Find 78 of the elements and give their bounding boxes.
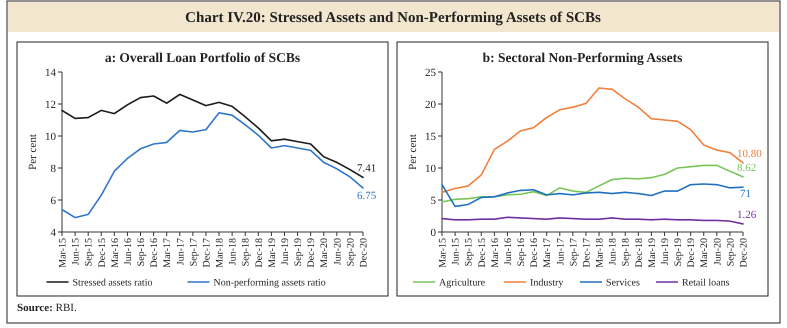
y-tick-label: 0 bbox=[430, 226, 436, 239]
text: Chart IV.20: Stressed Assets and Non-Performing Assets of SCBs bbox=[185, 10, 602, 26]
x-tick-label: Sep-16 bbox=[516, 238, 528, 266]
legend-label: Stressed assets ratio bbox=[72, 278, 152, 288]
x-tick-label: Dec-19 bbox=[306, 238, 318, 268]
x-tick-label: Sep-16 bbox=[136, 238, 148, 266]
x-tick-label: Dec-15 bbox=[476, 238, 488, 268]
legend-label: Agriculture bbox=[439, 278, 486, 288]
x-tick-label: Sep-17 bbox=[188, 238, 200, 266]
x-tick-label: Jun-18 bbox=[228, 238, 239, 266]
x-tick-label: Mar-15 bbox=[58, 238, 68, 268]
x-tick-label: Mar-20 bbox=[699, 238, 710, 268]
data-label: 8.62 bbox=[737, 162, 756, 174]
x-tick-label: Mar-16 bbox=[110, 238, 121, 268]
data-label: 7.41 bbox=[357, 162, 376, 174]
source-note: Source: RBI. bbox=[17, 302, 77, 314]
data-label: 6.75 bbox=[357, 190, 377, 202]
x-tick-label: Sep-15 bbox=[464, 238, 475, 266]
x-tick-label: Dec-16 bbox=[529, 238, 540, 268]
x-tick-label: Dec-16 bbox=[149, 238, 160, 268]
x-tick-label: Jun-16 bbox=[122, 238, 134, 266]
x-tick-label: Sep-18 bbox=[240, 238, 252, 266]
x-tick-label: Sep-18 bbox=[620, 238, 632, 266]
x-tick-label: Mar-16 bbox=[490, 238, 501, 268]
x-tick-label: Mar-19 bbox=[646, 238, 658, 268]
x-tick-label: Dec-18 bbox=[634, 238, 645, 268]
y-axis-title: Per cent bbox=[407, 134, 419, 170]
x-tick-label: Sep-20 bbox=[725, 238, 736, 266]
x-tick-label: Mar-17 bbox=[162, 238, 174, 268]
x-tick-label: Mar-15 bbox=[438, 238, 448, 268]
y-tick-label: 6 bbox=[50, 194, 56, 207]
x-tick-label: Jun-15 bbox=[70, 238, 82, 266]
x-tick-label: Jun-16 bbox=[502, 238, 514, 266]
y-tick-label: 5 bbox=[430, 194, 436, 207]
y-tick-label: 12 bbox=[45, 98, 56, 111]
x-tick-label: Jun-20 bbox=[332, 238, 344, 266]
y-tick-label: 25 bbox=[425, 66, 436, 79]
y-tick-label: 20 bbox=[425, 98, 436, 111]
x-tick-label: Mar-18 bbox=[594, 238, 606, 268]
x-tick-label: Dec-19 bbox=[686, 238, 698, 268]
legend-label: Services bbox=[606, 278, 640, 288]
x-tick-label: Sep-20 bbox=[345, 238, 356, 266]
x-tick-label: Mar-19 bbox=[266, 238, 278, 268]
x-tick-label: Jun-18 bbox=[608, 238, 619, 266]
x-tick-label: Jun-20 bbox=[712, 238, 724, 266]
x-tick-label: Jun-15 bbox=[450, 238, 462, 266]
annotation: 71 bbox=[740, 188, 751, 200]
y-tick-label: 15 bbox=[425, 130, 436, 143]
y-axis-title: Per cent bbox=[27, 134, 39, 170]
x-tick-label: Jun-19 bbox=[660, 238, 671, 266]
x-tick-label: Dec-20 bbox=[738, 238, 750, 268]
y-tick-label: 10 bbox=[45, 130, 56, 143]
y-tick-label: 10 bbox=[425, 162, 436, 175]
x-tick-label: Mar-17 bbox=[542, 238, 554, 268]
legend-label: Retail loans bbox=[682, 278, 730, 288]
y-tick-label: 14 bbox=[45, 66, 56, 79]
x-tick-label: Dec-17 bbox=[201, 238, 212, 268]
x-tick-label: Dec-18 bbox=[254, 238, 265, 268]
y-tick-label: 4 bbox=[50, 226, 56, 239]
data-label: 10.80 bbox=[737, 148, 762, 160]
chart-title: b: Sectoral Non-Performing Assets bbox=[482, 50, 682, 65]
y-tick-label: 8 bbox=[50, 162, 56, 175]
x-tick-label: Jun-17 bbox=[175, 238, 186, 266]
x-tick-label: Sep-15 bbox=[84, 238, 95, 266]
x-tick-label: Dec-20 bbox=[358, 238, 370, 268]
x-tick-label: Dec-17 bbox=[581, 238, 592, 268]
data-label: 1.26 bbox=[737, 208, 757, 221]
chart-title: a: Overall Loan Portfolio of SCBs bbox=[104, 50, 300, 65]
x-tick-label: Mar-20 bbox=[319, 238, 330, 268]
x-tick-label: Mar-18 bbox=[214, 238, 226, 268]
legend-label: Industry bbox=[530, 278, 564, 288]
x-tick-label: Jun-17 bbox=[555, 238, 566, 266]
legend-label: Non-performing assets ratio bbox=[214, 278, 326, 288]
x-tick-label: Jun-19 bbox=[280, 238, 291, 266]
x-tick-label: Sep-17 bbox=[568, 238, 580, 266]
x-tick-label: Sep-19 bbox=[673, 238, 684, 266]
x-tick-label: Dec-15 bbox=[96, 238, 108, 268]
x-tick-label: Sep-19 bbox=[293, 238, 304, 266]
